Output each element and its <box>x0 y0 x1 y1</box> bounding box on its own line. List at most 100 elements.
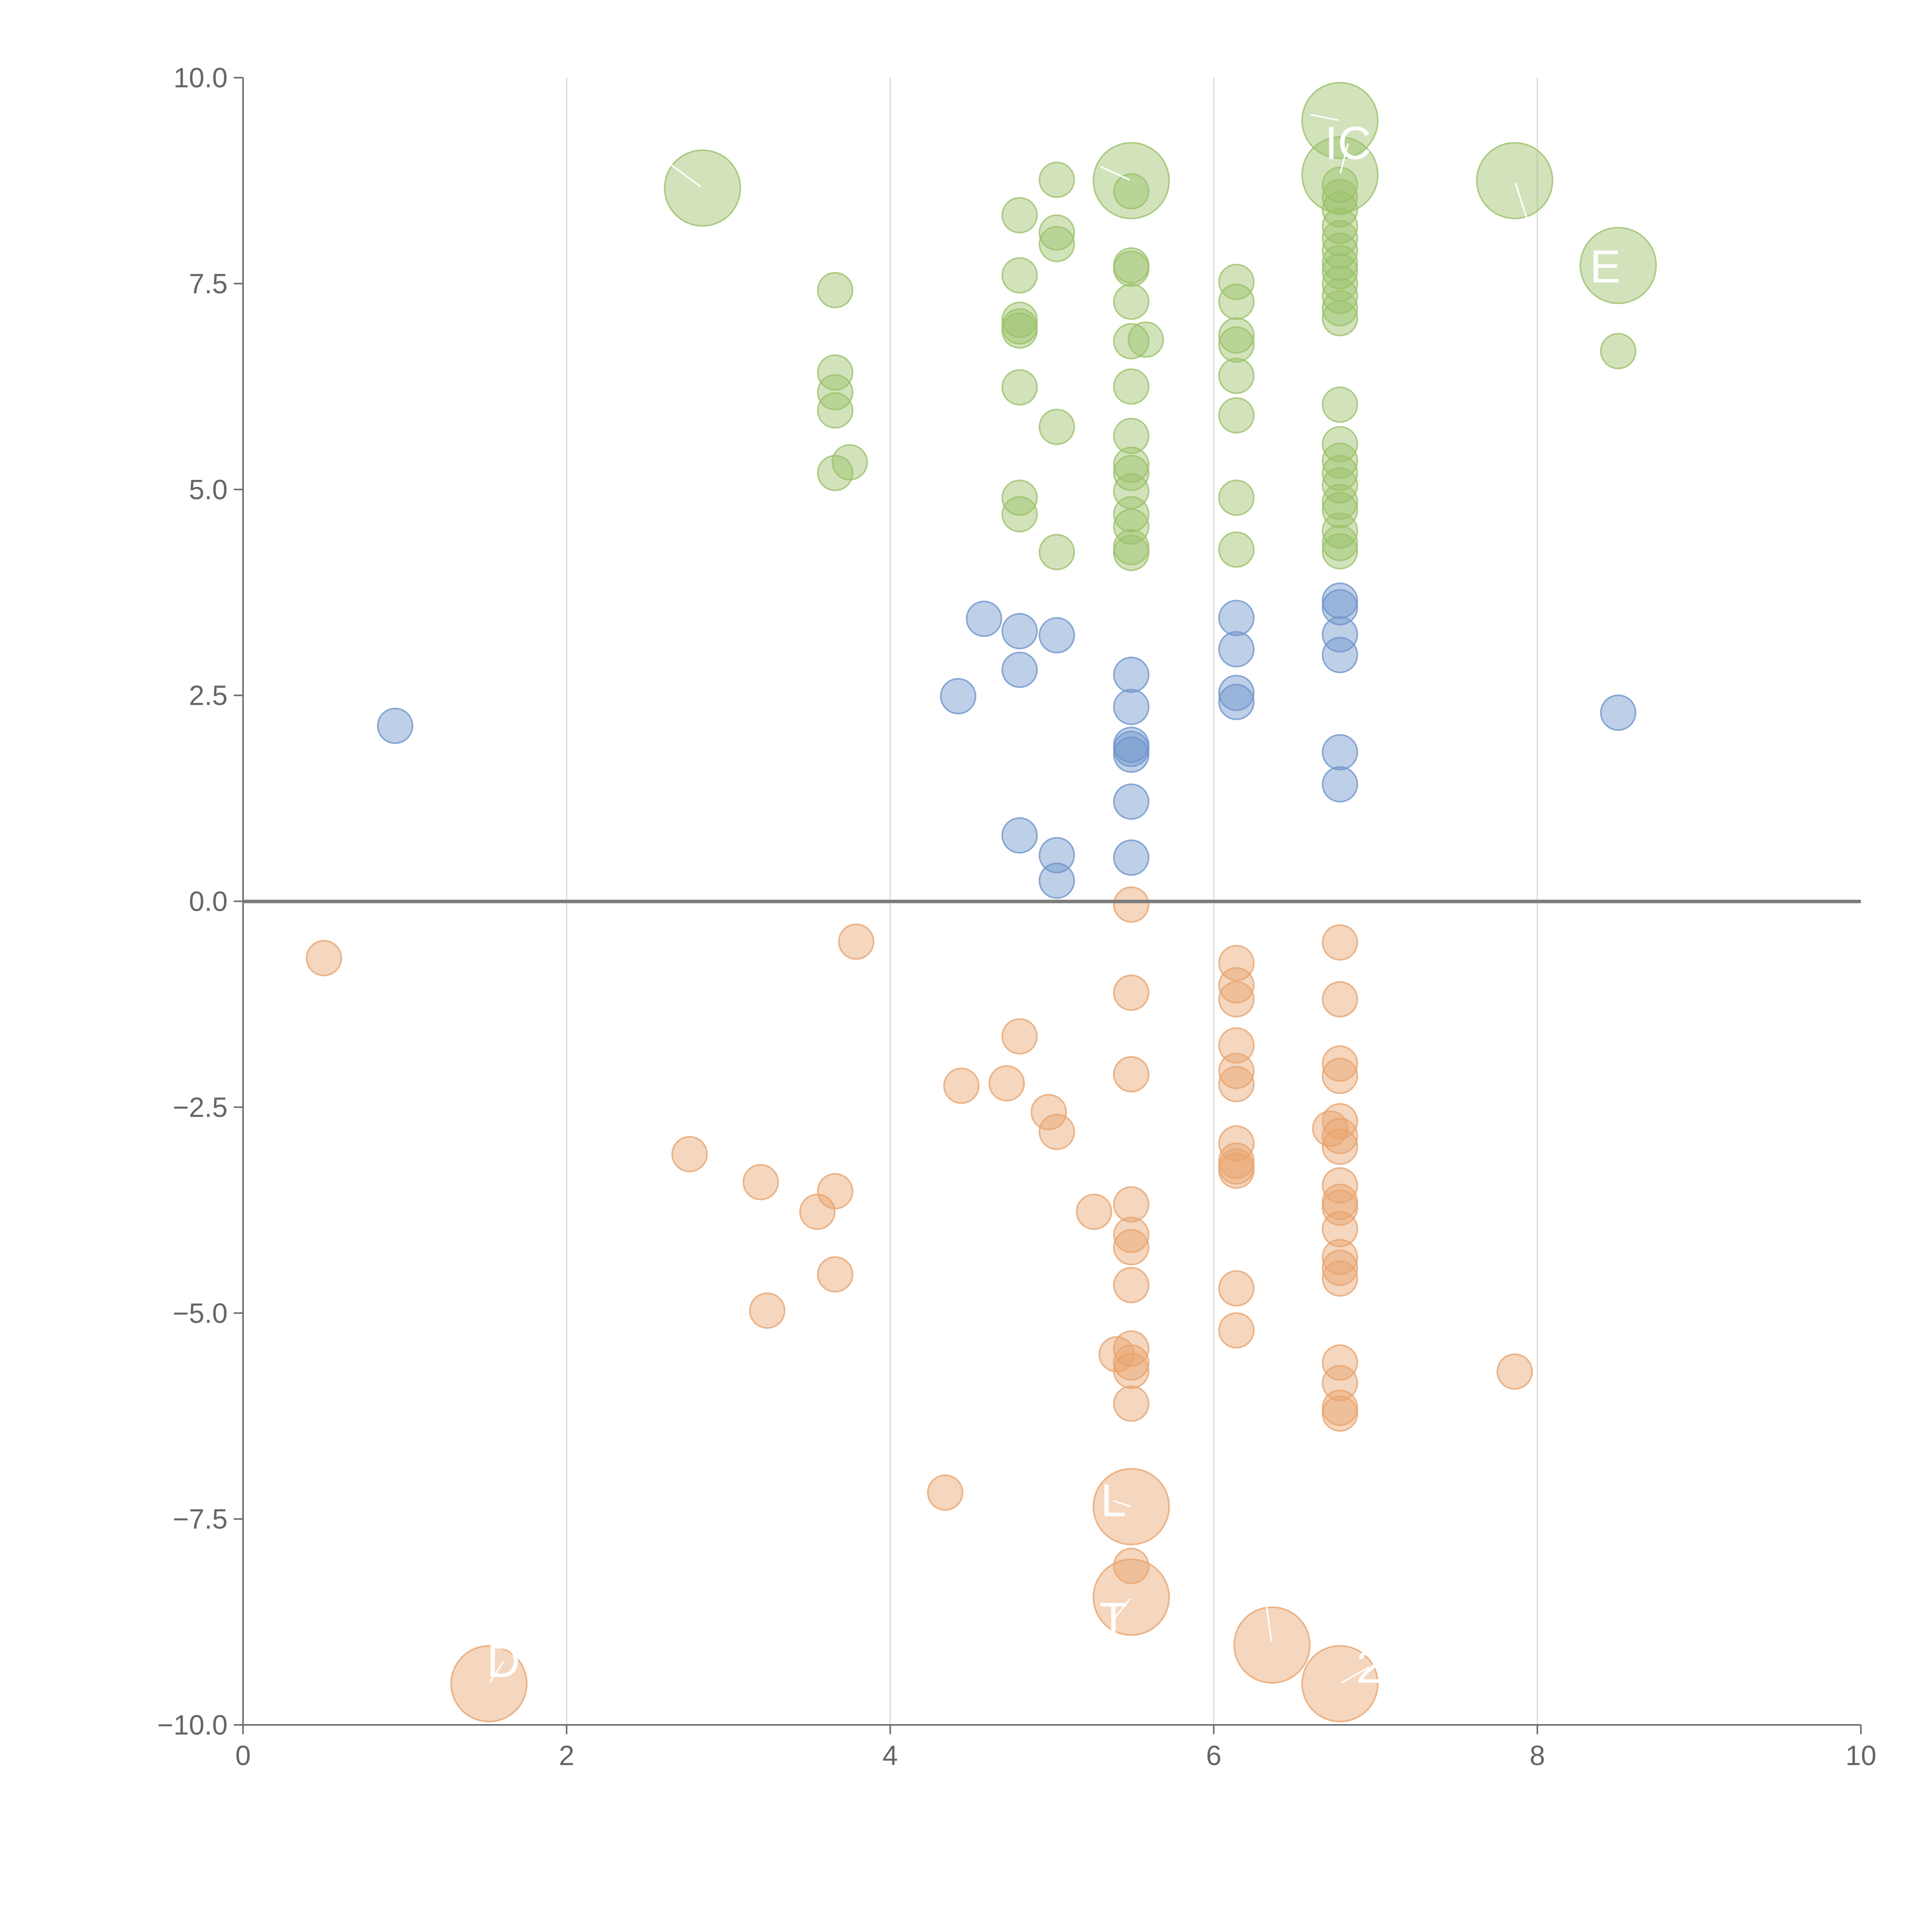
y-tick-label: 7.5 <box>189 269 228 299</box>
point-low <box>1321 1211 1358 1247</box>
point-low <box>1312 1110 1349 1147</box>
point-low <box>1321 924 1358 961</box>
y-tick-label: −10.0 <box>157 1710 228 1741</box>
point-high <box>1001 257 1038 294</box>
point-high <box>1113 368 1150 405</box>
highlight-point-high <box>1301 136 1379 214</box>
label-leader-line <box>1113 1598 1131 1620</box>
point-high <box>1001 197 1038 233</box>
point-high <box>1001 496 1038 532</box>
point-low <box>742 1164 779 1201</box>
point-mid <box>1113 656 1150 693</box>
highlight-point-high <box>664 149 742 227</box>
point-low <box>1113 1216 1150 1253</box>
point-high <box>817 272 854 308</box>
point-high <box>817 392 854 429</box>
x-tick-label: 0 <box>235 1740 251 1771</box>
point-labels: IC E L T 2 D <box>487 114 1621 1693</box>
y-tick-label: 2.5 <box>189 680 228 711</box>
point-label: E <box>1590 241 1621 293</box>
point-low <box>817 1256 854 1293</box>
label-leader-line <box>670 163 702 188</box>
y-tick-label: 5.0 <box>189 474 228 505</box>
x-tick-label: 8 <box>1530 1740 1545 1771</box>
point-mid <box>1218 631 1255 668</box>
point-high <box>1039 408 1075 445</box>
point-low <box>306 940 342 976</box>
label-leader-line <box>1514 182 1530 226</box>
point-mid <box>1113 689 1150 725</box>
point-high <box>1039 162 1075 198</box>
y-tick-label: 10.0 <box>173 63 228 94</box>
point-low <box>988 1065 1025 1102</box>
point-mid <box>1001 651 1038 688</box>
x-tick-label: 2 <box>559 1740 574 1771</box>
point-low <box>1496 1353 1533 1390</box>
point-high <box>1321 232 1358 269</box>
axes <box>242 78 1861 1726</box>
point-mid <box>1218 675 1255 711</box>
point-high <box>1113 496 1150 532</box>
highlight-point-high <box>1579 226 1657 304</box>
point-high <box>1321 179 1358 216</box>
point-high <box>1321 386 1358 423</box>
label-leader-line <box>1605 265 1618 268</box>
point-high <box>1039 214 1075 251</box>
point-high <box>817 354 854 391</box>
point-high <box>1218 317 1255 354</box>
point-high <box>1321 253 1358 289</box>
point-high <box>1321 290 1358 327</box>
point-low <box>1113 1330 1150 1367</box>
point-high <box>1321 277 1358 314</box>
point-low <box>1113 1344 1150 1381</box>
point-high <box>1113 418 1150 454</box>
point-high <box>1321 245 1358 281</box>
point-low <box>1113 1186 1150 1223</box>
point-low <box>671 1136 708 1172</box>
point-low <box>1113 975 1150 1011</box>
point-high <box>1218 357 1255 394</box>
point-label: 2 <box>1356 1641 1382 1693</box>
point-high <box>1128 321 1164 358</box>
y-tick-label: 0.0 <box>189 886 228 917</box>
point-high <box>1321 442 1358 479</box>
point-low <box>1218 1027 1255 1064</box>
point-high <box>1218 531 1255 568</box>
point-low <box>1321 1250 1358 1286</box>
point-low <box>1218 967 1255 1003</box>
y-tick-label: −5.0 <box>173 1298 228 1329</box>
point-high <box>1218 326 1255 363</box>
point-low <box>1113 1548 1150 1584</box>
point-low <box>1218 1270 1255 1307</box>
point-high <box>1321 426 1358 463</box>
point-low <box>1321 1395 1358 1432</box>
highlight-point-low <box>450 1645 528 1723</box>
point-label: D <box>487 1635 520 1687</box>
point-high <box>1600 333 1636 369</box>
point-mid <box>1113 839 1150 876</box>
label-leader-line <box>1261 1577 1272 1642</box>
point-low <box>1113 1056 1150 1093</box>
point-high <box>1321 492 1358 529</box>
point-high <box>1218 397 1255 434</box>
point-high <box>1001 480 1038 516</box>
highlight-point-low <box>1092 1468 1170 1546</box>
point-low <box>1321 1239 1358 1276</box>
point-mid <box>1321 637 1358 673</box>
point-high <box>1218 480 1255 516</box>
point-high <box>1321 525 1358 561</box>
point-low <box>1321 1260 1358 1297</box>
point-high <box>1321 220 1358 257</box>
point-low <box>1113 1267 1150 1303</box>
point-low <box>1321 1344 1358 1381</box>
point-high <box>1113 508 1150 545</box>
point-mid <box>1600 694 1636 731</box>
point-low <box>1321 981 1358 1018</box>
point-low <box>1113 886 1150 923</box>
point-high <box>1321 467 1358 504</box>
x-tick-label: 6 <box>1206 1740 1221 1771</box>
y-tick-label: −7.5 <box>173 1504 228 1535</box>
point-high <box>1321 512 1358 549</box>
point-high <box>1218 283 1255 320</box>
